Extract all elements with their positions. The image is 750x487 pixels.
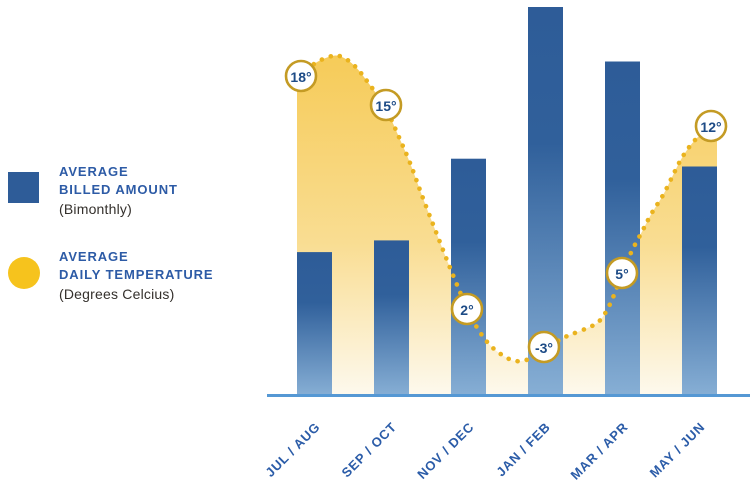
temperature-area-fill <box>297 55 717 397</box>
legend-item-billed-amount: AVERAGE BILLED AMOUNT (Bimonthly) <box>8 163 239 219</box>
daily-temperature-legend-text: AVERAGE DAILY TEMPERATURE (Degrees Celci… <box>59 248 239 304</box>
temperature-point-jan-feb: -3° <box>527 330 561 364</box>
billed-amount-swatch <box>8 172 39 203</box>
temperature-point-label: -3° <box>535 340 553 356</box>
bar-jul-aug <box>297 252 332 396</box>
temperature-point-label: 12° <box>700 119 721 135</box>
legend-temp-line3: (Degrees Celcius) <box>59 286 175 302</box>
bar-sep-oct <box>374 240 409 396</box>
x-axis-line <box>267 394 750 397</box>
temperature-point-circle <box>369 88 403 122</box>
legend-billed-line1: AVERAGE <box>59 164 129 179</box>
temperature-point-mar-apr: 5° <box>605 256 639 290</box>
legend-billed-line2: BILLED AMOUNT <box>59 182 178 197</box>
temperature-point-label: 15° <box>375 98 396 114</box>
legend: AVERAGE BILLED AMOUNT (Bimonthly) AVERAG… <box>0 0 240 487</box>
temperature-point-circle <box>605 256 639 290</box>
temperature-point-nov-dec: 2° <box>450 292 484 326</box>
billed-amount-legend-text: AVERAGE BILLED AMOUNT (Bimonthly) <box>59 163 239 219</box>
bar-may-jun <box>682 166 717 396</box>
daily-temperature-swatch <box>8 257 40 289</box>
temperature-point-may-jun: 12° <box>694 109 728 143</box>
temperature-point-circle <box>450 292 484 326</box>
legend-temp-line1: AVERAGE <box>59 249 129 264</box>
temperature-point-circle <box>284 59 318 93</box>
temperature-point-label: 18° <box>290 69 311 85</box>
legend-billed-line3: (Bimonthly) <box>59 201 132 217</box>
temperature-point-label: 2° <box>460 302 473 318</box>
temperature-point-circle <box>527 330 561 364</box>
legend-temp-line2: DAILY TEMPERATURE <box>59 267 214 282</box>
temperature-point-jul-aug: 18° <box>284 59 318 93</box>
bar-nov-dec <box>451 158 486 396</box>
legend-item-daily-temperature: AVERAGE DAILY TEMPERATURE (Degrees Celci… <box>8 248 239 304</box>
temperature-point-sep-oct: 15° <box>369 88 403 122</box>
bar-mar-apr <box>605 61 640 396</box>
temperature-point-circle <box>694 109 728 143</box>
temperature-point-label: 5° <box>615 266 628 282</box>
